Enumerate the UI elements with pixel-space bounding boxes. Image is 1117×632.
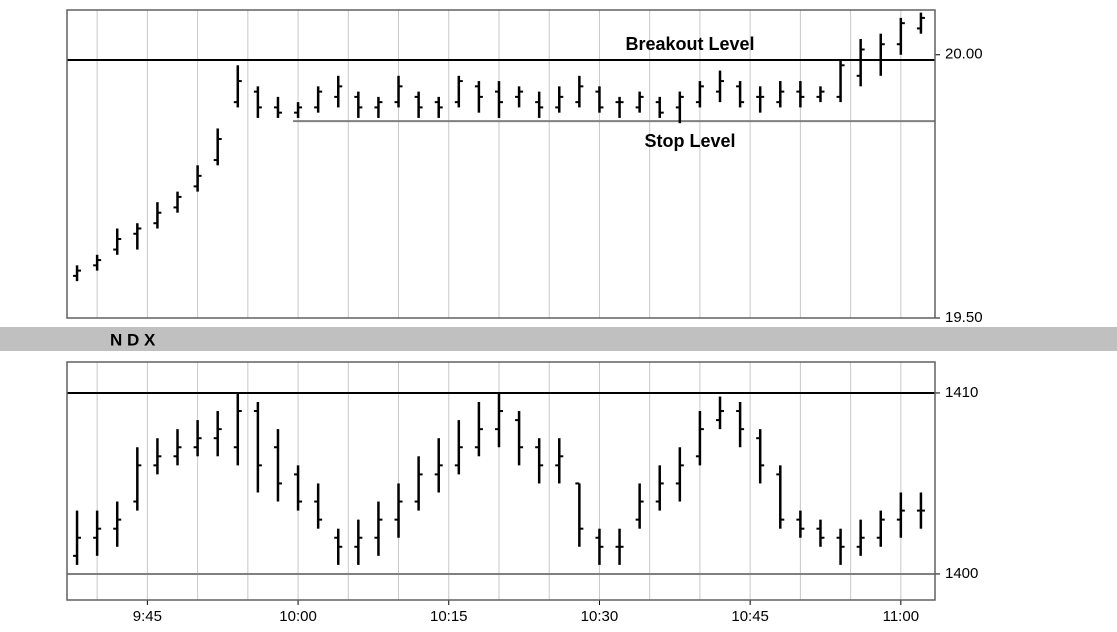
separator-band <box>0 327 1117 351</box>
x-tick-label: 11:00 <box>883 608 919 625</box>
y-tick-label: 1400 <box>945 565 978 582</box>
plots: 20.00 19.50 Breakout Level Stop Level 1400 14… <box>66 9 983 625</box>
x-tick-label: 9:45 <box>133 608 162 625</box>
plot-frame <box>66 9 936 319</box>
plot-frame <box>66 361 936 601</box>
y-tick-label: 20.00 <box>945 46 983 63</box>
y-tick-label: 19.50 <box>945 309 983 326</box>
x-tick-label: 10:30 <box>581 608 619 625</box>
annotation: Breakout Level <box>625 34 754 54</box>
panel-title: N D X <box>110 330 156 349</box>
x-tick-label: 10:00 <box>279 608 317 625</box>
y-tick-label: 1410 <box>945 384 978 401</box>
x-tick-label: 10:15 <box>430 608 468 625</box>
x-tick-label: 10:45 <box>731 608 769 625</box>
annotation: Stop Level <box>644 131 735 151</box>
